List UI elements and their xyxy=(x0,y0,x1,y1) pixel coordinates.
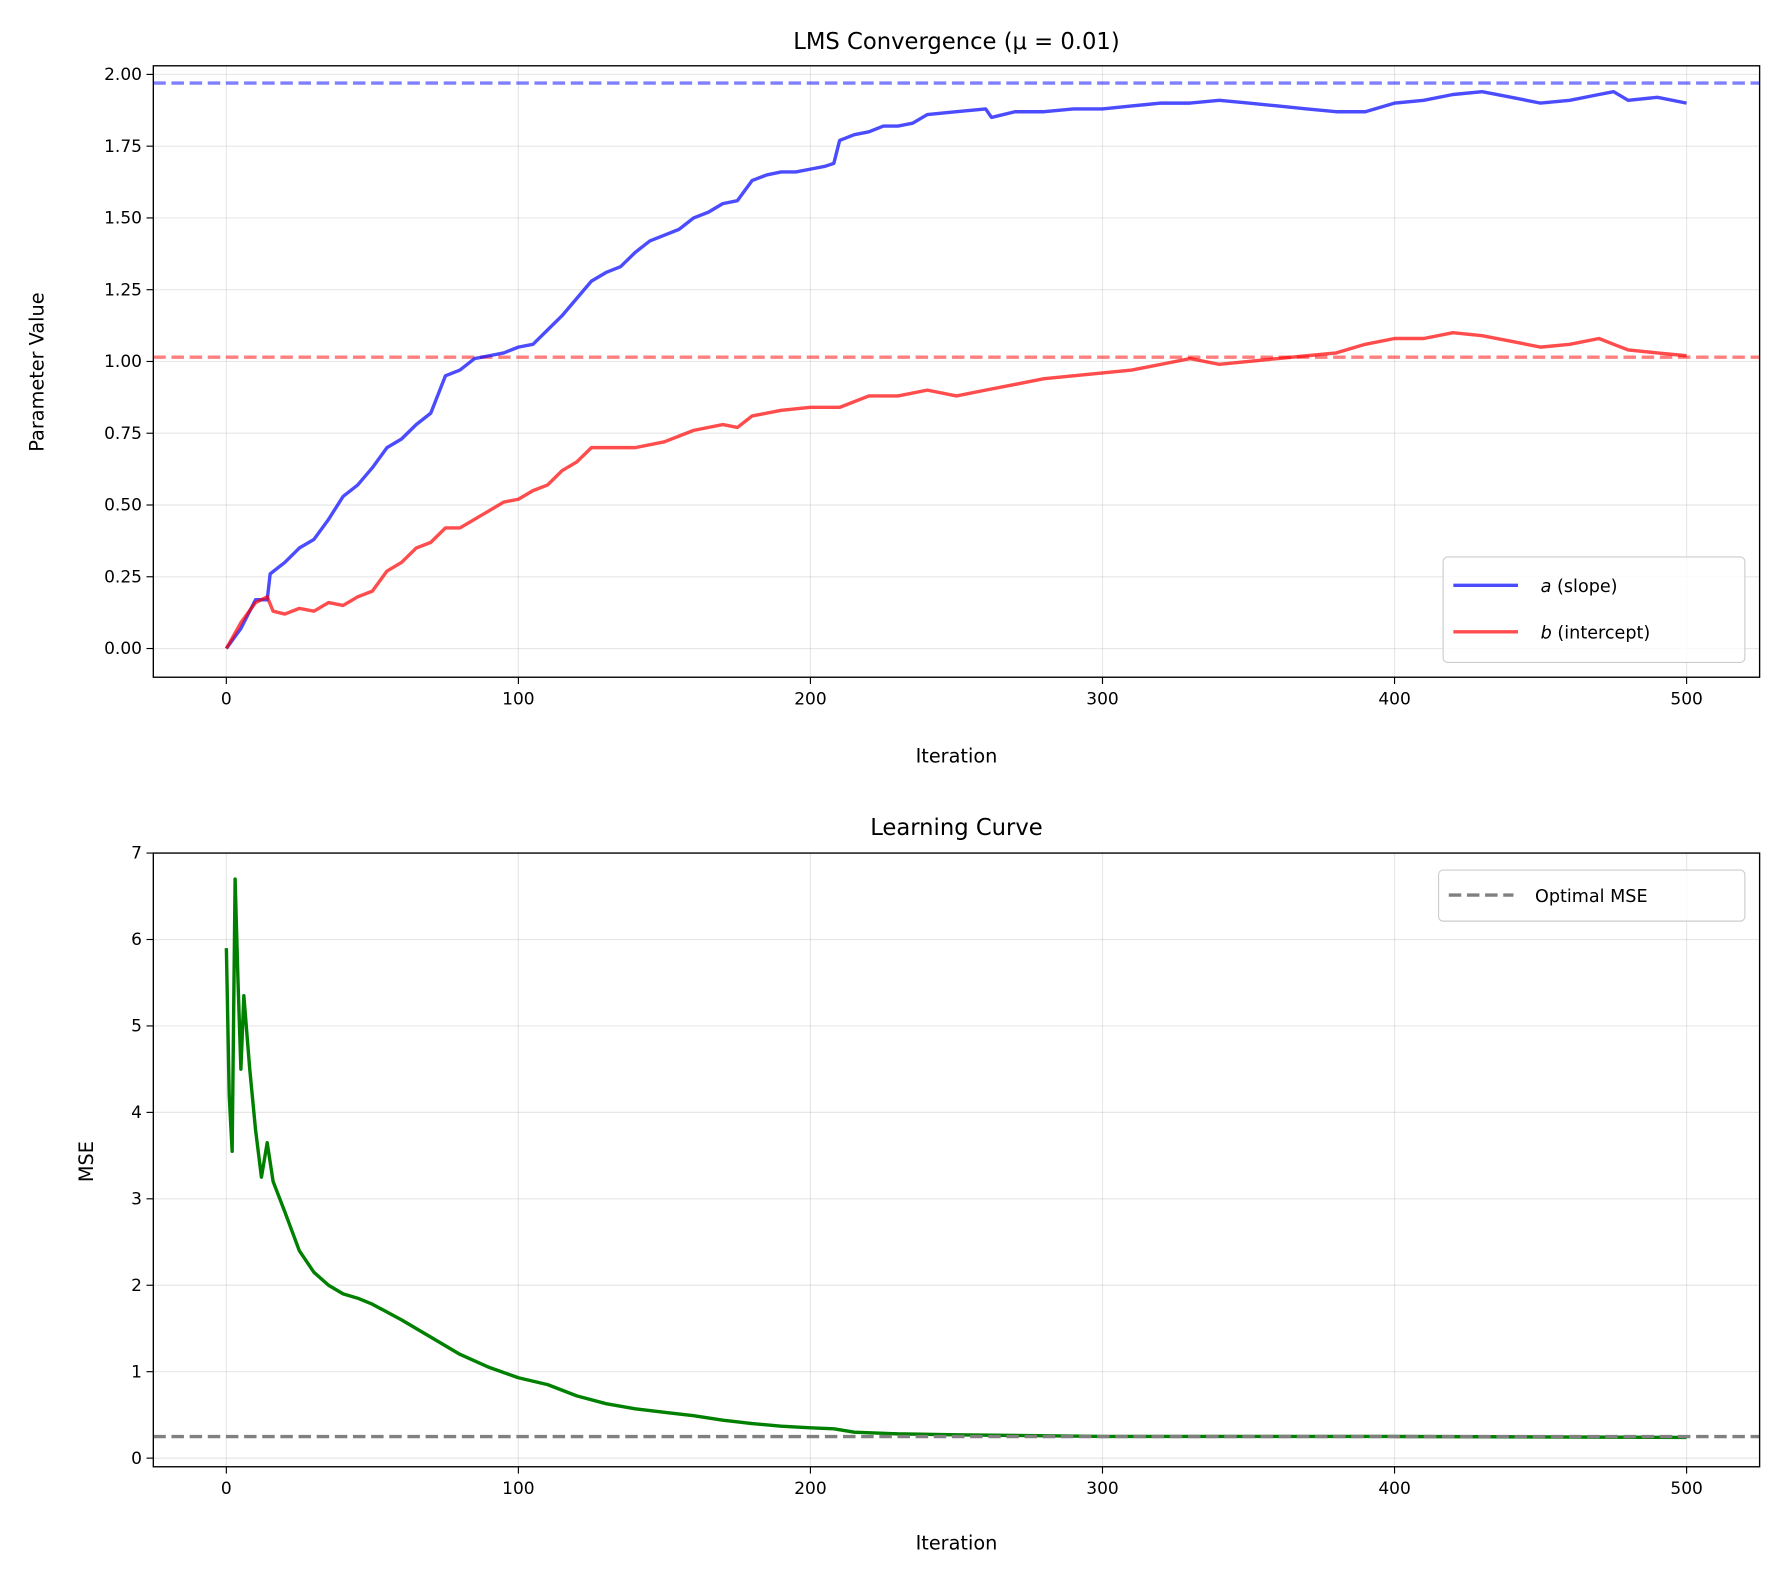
axes-frame xyxy=(152,852,1761,1468)
ticks: 0 100 200 300 400 500 0 1 2 3 4 5 6 7 xyxy=(131,844,1703,1499)
y-tick-label: 3 xyxy=(131,1189,142,1209)
y-axis-label: MSE xyxy=(75,1141,98,1182)
axes-frame xyxy=(152,65,1761,678)
y-tick-label: 1.00 xyxy=(104,352,142,372)
legend-var-a: a xyxy=(1541,577,1552,597)
y-tick-label: 0.50 xyxy=(104,496,142,516)
legend-label-a: a (slope) xyxy=(1541,577,1618,597)
y-tick-label: 1.25 xyxy=(104,280,142,300)
x-tick-label: 200 xyxy=(794,689,826,709)
legend-box xyxy=(1438,869,1746,922)
x-axis-label: Iteration xyxy=(916,1532,998,1555)
legend-rest-a: (slope) xyxy=(1551,577,1617,597)
x-tick-label: 200 xyxy=(794,1479,826,1499)
legend-box xyxy=(1442,556,1746,664)
y-tick-label: 7 xyxy=(131,844,142,864)
ticks: 0 100 200 300 400 500 0.00 0.25 0.50 0.75 1.00 1.25… xyxy=(104,65,1703,709)
y-tick-label: 6 xyxy=(131,930,142,950)
y-tick-label: 0.25 xyxy=(104,567,142,587)
y-tick-label: 1.50 xyxy=(104,209,142,229)
x-tick-label: 400 xyxy=(1378,689,1410,709)
series-line-b-intercept- xyxy=(224,331,1687,650)
series-line-mse xyxy=(224,877,1687,1440)
series-lines xyxy=(224,877,1687,1440)
legend-label-b: b (intercept) xyxy=(1541,624,1651,644)
y-tick-label: 5 xyxy=(131,1017,142,1037)
x-tick-label: 500 xyxy=(1670,1479,1702,1499)
x-tick-label: 0 xyxy=(221,1479,232,1499)
x-tick-label: 100 xyxy=(502,689,534,709)
y-tick-label: 1 xyxy=(131,1362,142,1382)
legend-label-optimal-mse: Optimal MSE xyxy=(1535,887,1648,907)
x-tick-label: 300 xyxy=(1086,1479,1118,1499)
series-line-a-slope- xyxy=(224,89,1687,650)
chart-title: LMS Convergence (μ = 0.01) xyxy=(793,29,1119,55)
x-tick-label: 400 xyxy=(1378,1479,1410,1499)
y-tick-label: 2 xyxy=(131,1276,142,1296)
parameter-convergence-chart: LMS Convergence (μ = 0.01) 0 100 200 300 400… xyxy=(25,29,1761,767)
series-lines xyxy=(224,89,1687,650)
x-tick-label: 300 xyxy=(1086,689,1118,709)
x-tick-label: 100 xyxy=(502,1479,534,1499)
y-tick-label: 0.00 xyxy=(104,639,142,659)
legend-var-b: b xyxy=(1541,624,1552,644)
x-axis-label: Iteration xyxy=(916,744,998,767)
chart-title: Learning Curve xyxy=(870,815,1043,841)
reference-lines xyxy=(153,81,1760,359)
y-tick-label: 0.75 xyxy=(104,424,142,444)
legend-rest-b: (intercept) xyxy=(1552,624,1650,644)
legend: a (slope) b (intercept) xyxy=(1442,556,1746,664)
learning-curve-chart: Learning Curve 0 100 200 300 400 50001234567 … xyxy=(75,815,1761,1555)
x-tick-label: 0 xyxy=(221,689,232,709)
legend: Optimal MSE xyxy=(1438,869,1746,922)
y-tick-label: 0 xyxy=(131,1449,142,1469)
y-tick-label: 2.00 xyxy=(104,65,142,85)
y-axis-label: Parameter Value xyxy=(25,292,48,451)
y-tick-label: 1.75 xyxy=(104,137,142,157)
grid xyxy=(153,852,1760,1467)
y-tick-label: 4 xyxy=(131,1103,142,1123)
x-tick-label: 500 xyxy=(1670,689,1702,709)
